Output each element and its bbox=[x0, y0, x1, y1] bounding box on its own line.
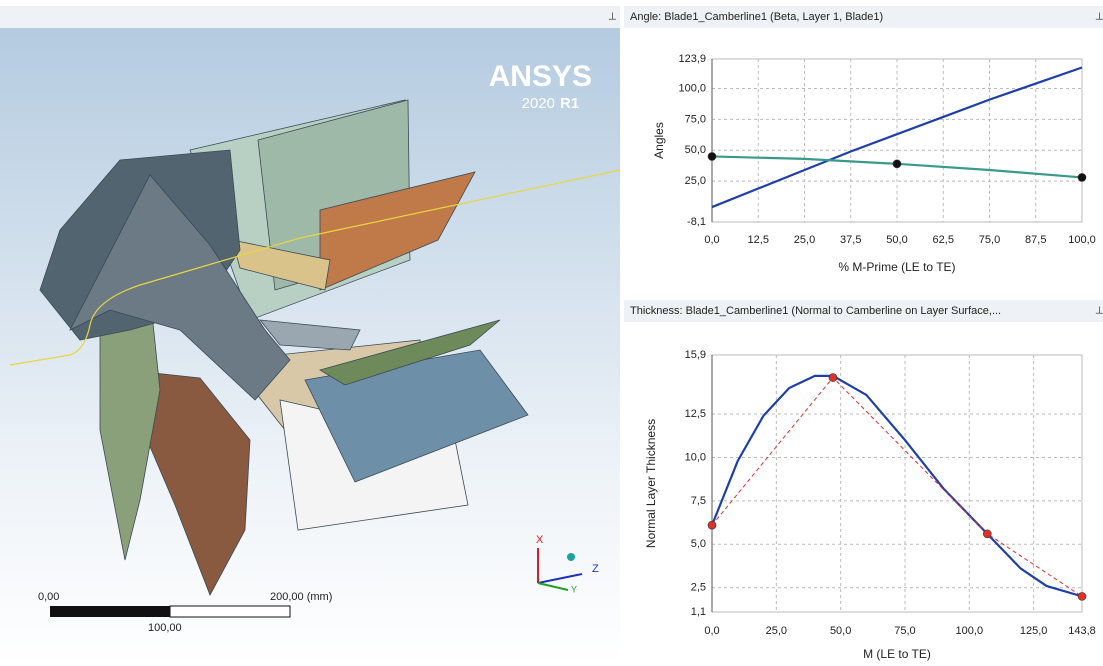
chart-title: Thickness: Blade1_Camberline1 (Normal to… bbox=[630, 305, 1001, 317]
y-tick-label: 10,0 bbox=[685, 451, 706, 463]
x-tick-label: 50,0 bbox=[830, 625, 851, 637]
scale-start: 0,00 bbox=[38, 591, 59, 603]
triad-z: Z bbox=[592, 563, 599, 575]
x-tick-label: 75,0 bbox=[894, 625, 915, 637]
control-point bbox=[983, 530, 991, 538]
x-tick-label: 0,0 bbox=[704, 234, 719, 246]
viewport-header bbox=[0, 6, 620, 28]
logo: ANSYS bbox=[489, 60, 592, 93]
x-tick-label: 100,0 bbox=[956, 625, 984, 637]
scale-end: 200,00 (mm) bbox=[270, 591, 332, 603]
logo-release: R1 bbox=[560, 95, 579, 112]
x-tick-label: 37,5 bbox=[840, 234, 861, 246]
x-axis-label: % M-Prime (LE to TE) bbox=[838, 260, 955, 274]
y-axis-label: Normal Layer Thickness bbox=[644, 419, 658, 548]
y-tick-label: -8,1 bbox=[687, 216, 706, 228]
x-axis-label: M (LE to TE) bbox=[863, 647, 931, 661]
pin-icon[interactable]: ⊥ bbox=[1095, 12, 1103, 23]
control-point bbox=[708, 152, 716, 160]
y-tick-label: 1,1 bbox=[691, 606, 706, 618]
x-tick-label: 0,0 bbox=[704, 625, 719, 637]
control-point bbox=[1078, 173, 1086, 181]
triad-x: X bbox=[536, 534, 544, 546]
y-axis-label: Angles bbox=[652, 122, 666, 159]
page: ⊥ ANSYS 2020 R1 X Z Y 0,00 200,00 (mm) 1… bbox=[0, 0, 1103, 666]
x-tick-label: 12,5 bbox=[748, 234, 769, 246]
y-tick-label: 25,0 bbox=[685, 175, 706, 187]
y-tick-label: 7,5 bbox=[691, 495, 706, 507]
control-point bbox=[708, 521, 716, 529]
x-tick-label: 143,8 bbox=[1068, 625, 1096, 637]
x-tick-label: 87,5 bbox=[1025, 234, 1046, 246]
y-tick-label: 50,0 bbox=[685, 144, 706, 156]
y-tick-label: 15,9 bbox=[685, 349, 706, 361]
y-tick-label: 12,5 bbox=[685, 408, 706, 420]
control-point bbox=[1078, 592, 1086, 600]
x-tick-label: 62,5 bbox=[933, 234, 954, 246]
y-tick-label: 2,5 bbox=[691, 582, 706, 594]
x-tick-label: 25,0 bbox=[766, 625, 787, 637]
control-point bbox=[893, 160, 901, 168]
logo-version: 2020 bbox=[522, 95, 555, 112]
y-tick-label: 123,9 bbox=[678, 53, 706, 65]
x-tick-label: 100,0 bbox=[1068, 234, 1096, 246]
triad-y: Y bbox=[571, 584, 577, 594]
y-tick-label: 75,0 bbox=[685, 113, 706, 125]
x-tick-label: 50,0 bbox=[886, 234, 907, 246]
x-tick-label: 25,0 bbox=[794, 234, 815, 246]
x-tick-label: 75,0 bbox=[979, 234, 1000, 246]
chart-title: Angle: Blade1_Camberline1 (Beta, Layer 1… bbox=[630, 11, 883, 23]
control-point bbox=[829, 374, 837, 382]
pin-icon[interactable]: ⊥ bbox=[1095, 306, 1103, 317]
y-tick-label: 5,0 bbox=[691, 538, 706, 550]
y-tick-label: 100,0 bbox=[678, 82, 706, 94]
x-tick-label: 125,0 bbox=[1020, 625, 1048, 637]
pin-icon[interactable]: ⊥ bbox=[608, 12, 617, 23]
scale-mid: 100,00 bbox=[148, 622, 182, 634]
